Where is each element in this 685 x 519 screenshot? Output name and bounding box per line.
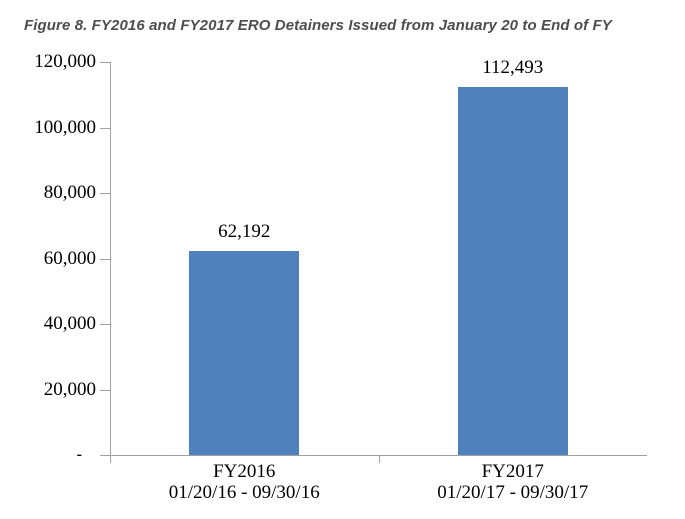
category-dates-fy2017: 01/20/17 - 09/30/17 <box>437 482 589 503</box>
bar-value-fy2017: 112,493 <box>482 56 544 78</box>
y-axis-tick <box>100 62 110 63</box>
y-axis-label-zero: - <box>76 446 82 463</box>
x-axis-tick <box>378 456 380 463</box>
figure-title: Figure 8. FY2016 and FY2017 ERO Detainer… <box>24 17 612 34</box>
y-axis-line <box>110 62 111 463</box>
y-axis-tick <box>100 455 110 456</box>
y-axis-label-100000: 100,000 <box>34 116 96 138</box>
y-axis-label-120000: 120,000 <box>34 51 96 72</box>
category-dates-fy2016: 01/20/16 - 09/30/16 <box>168 482 320 503</box>
y-axis-tick <box>100 324 110 325</box>
y-axis-label-20000: 20,000 <box>43 378 96 400</box>
category-label-fy2016: FY2016 01/20/16 - 09/30/16 <box>110 461 379 503</box>
y-axis-tick <box>100 258 110 260</box>
y-axis-tick <box>100 389 110 391</box>
y-axis-tick <box>100 193 110 194</box>
bar-fy2016 <box>189 251 300 455</box>
y-axis-label-60000: 60,000 <box>43 247 96 269</box>
category-name-fy2017: FY2017 <box>481 461 544 482</box>
y-axis-tick <box>100 127 110 129</box>
category-name-fy2016: FY2016 <box>213 461 276 482</box>
category-label-fy2017: FY2017 01/20/17 - 09/30/17 <box>379 461 648 503</box>
y-axis-label-40000: 40,000 <box>43 313 96 334</box>
bar-fy2017 <box>457 86 568 455</box>
x-axis-line <box>110 455 647 456</box>
bar-value-fy2016: 62,192 <box>218 221 271 243</box>
y-axis-label-80000: 80,000 <box>43 182 96 203</box>
